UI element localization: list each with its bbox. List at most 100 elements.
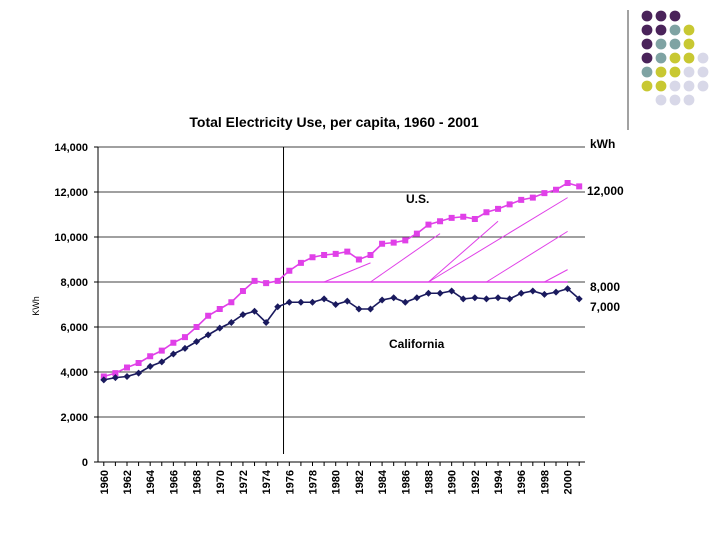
- x-tick-label: 1980: [331, 470, 343, 494]
- us-data-point: [402, 237, 409, 244]
- x-tick-label: 1966: [168, 470, 180, 494]
- decorative-dot: [683, 38, 695, 50]
- y-tick-label: 2,000: [60, 412, 88, 424]
- us-data-point: [553, 186, 560, 193]
- california-data-point: [482, 295, 490, 303]
- x-tick-label: 1976: [284, 470, 296, 494]
- california-value-annotation: 7,000: [590, 300, 620, 314]
- decorative-dot: [655, 10, 667, 22]
- california-data-point: [390, 294, 398, 302]
- california-data-point: [517, 289, 525, 297]
- california-data-point: [181, 344, 189, 352]
- decorative-dot: [669, 80, 681, 92]
- us-data-point: [425, 221, 432, 228]
- california-data-point: [494, 294, 502, 302]
- x-tick-label: 1968: [192, 470, 204, 494]
- decorative-dot: [683, 52, 695, 64]
- us-data-point: [112, 370, 119, 377]
- us-data-point: [309, 254, 316, 261]
- us-data-point: [181, 334, 188, 341]
- us-data-point: [437, 218, 444, 225]
- decorative-dot: [697, 80, 709, 92]
- y-tick-label: 14,000: [54, 142, 88, 154]
- x-tick-label: 1994: [493, 469, 505, 494]
- california-data-point: [111, 374, 119, 382]
- decorative-dot: [655, 38, 667, 50]
- california-data-point: [448, 287, 456, 295]
- california-data-point: [158, 358, 166, 366]
- california-data-point: [100, 376, 108, 384]
- savings-hatch-line: [428, 197, 568, 283]
- us-data-point: [518, 196, 525, 203]
- california-data-point: [262, 319, 270, 326]
- us-data-point: [228, 299, 235, 306]
- california-data-point: [216, 324, 224, 332]
- x-tick-label: 1984: [377, 469, 389, 494]
- us-data-point: [390, 239, 397, 246]
- decorative-dot: [655, 66, 667, 78]
- us-data-point: [367, 252, 374, 258]
- x-tick-label: 1988: [423, 470, 435, 494]
- decorative-dot: [641, 24, 653, 36]
- california-data-point: [251, 307, 259, 315]
- us-series-label: U.S.: [406, 192, 429, 206]
- unit-label: kWh: [590, 137, 615, 151]
- california-data-point: [297, 298, 305, 306]
- california-data-point: [378, 296, 386, 304]
- us-data-point: [506, 201, 513, 208]
- reference-value-annotation: 8,000: [590, 280, 620, 294]
- us-data-point: [216, 306, 223, 312]
- y-tick-label: 0: [82, 457, 88, 469]
- decorative-dot: [641, 66, 653, 78]
- x-tick-label: 2000: [563, 470, 575, 494]
- x-tick-label: 1974: [261, 469, 273, 494]
- y-tick-label: 4,000: [60, 367, 88, 379]
- california-data-point: [552, 288, 560, 296]
- california-data-point: [193, 338, 201, 346]
- us-value-annotation: 12,000: [587, 184, 624, 198]
- x-tick-label: 1962: [122, 470, 134, 494]
- california-data-point: [471, 294, 479, 302]
- us-data-point: [413, 230, 420, 237]
- california-data-point: [169, 350, 177, 358]
- decorative-dot: [669, 66, 681, 78]
- us-data-point: [147, 353, 154, 360]
- us-data-point: [158, 347, 165, 354]
- california-data-point: [343, 297, 351, 305]
- us-data-point: [576, 183, 583, 190]
- california-data-point: [332, 301, 340, 308]
- x-tick-label: 1998: [539, 470, 551, 494]
- us-data-point: [263, 280, 270, 287]
- y-tick-label: 12,000: [54, 187, 88, 199]
- california-data-point: [355, 305, 363, 313]
- california-data-point: [135, 369, 143, 377]
- us-data-point: [274, 277, 281, 284]
- california-data-point: [227, 319, 235, 326]
- us-data-point: [355, 256, 362, 263]
- decorative-dot: [669, 94, 681, 106]
- us-data-point: [460, 213, 467, 220]
- california-data-point: [564, 285, 572, 293]
- california-data-point: [540, 290, 548, 298]
- us-data-point: [529, 194, 536, 201]
- decorative-dot: [669, 24, 681, 36]
- savings-hatch-line: [544, 269, 568, 283]
- savings-hatch-line: [428, 220, 499, 283]
- x-tick-label: 1990: [447, 470, 459, 494]
- us-data-point: [564, 180, 571, 186]
- us-data-point: [344, 248, 351, 255]
- california-data-point: [239, 311, 247, 319]
- us-data-point: [332, 250, 339, 257]
- california-data-point: [320, 295, 328, 303]
- california-data-point: [401, 298, 409, 306]
- decorative-dot: [641, 38, 653, 50]
- decorative-dot: [683, 24, 695, 36]
- decorative-dot: [697, 66, 709, 78]
- us-data-point: [286, 267, 293, 274]
- x-tick-label: 1978: [308, 470, 320, 494]
- us-data-point: [321, 252, 328, 258]
- decorative-dot: [655, 24, 667, 36]
- decorative-dot: [683, 80, 695, 92]
- us-data-point: [170, 339, 177, 346]
